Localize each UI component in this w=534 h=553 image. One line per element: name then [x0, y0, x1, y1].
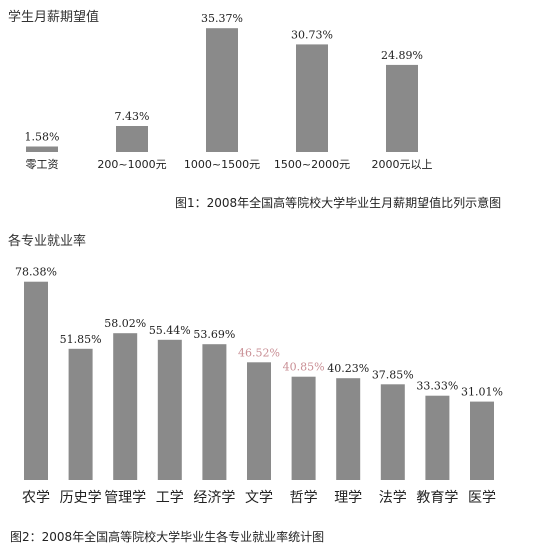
chart2-category-label-6: 哲学 — [290, 490, 318, 506]
chart1-category-label-4: 2000元以上 — [372, 158, 433, 171]
chart2-value-label-8: 37.85% — [372, 368, 414, 381]
chart1-caption: 图1：2008年全国高等院校大学毕业生月薪期望值比列示意图 — [175, 196, 502, 210]
chart1-value-label-0: 1.58% — [25, 131, 60, 144]
chart2-plot: 78.38% 农学 51.85% 历史学 58.02% 管理学 55.44% 工学 53.69%… — [15, 266, 503, 506]
chart1-category-label-2: 1000~1500元 — [184, 158, 260, 171]
chart2-value-label-0: 78.38% — [15, 266, 57, 279]
chart2-bar-4 — [202, 344, 227, 480]
employment-rate-chart: 各专业就业率 78.38% 农学 51.85% 历史学 58.02% 管理学 55.44% 工… — [0, 228, 534, 553]
chart2-category-label-8: 法学 — [379, 490, 407, 506]
chart1-bar-2 — [206, 28, 238, 153]
chart2-value-label-3: 55.44% — [149, 324, 191, 337]
chart1-value-label-3: 30.73% — [291, 28, 333, 41]
chart2-value-label-1: 51.85% — [60, 333, 102, 346]
chart1-value-label-1: 7.43% — [115, 110, 150, 123]
chart2-bar-9 — [425, 395, 450, 480]
chart2-value-label-9: 33.33% — [416, 380, 458, 393]
chart2-category-label-2: 管理学 — [104, 490, 146, 506]
chart2-category-label-5: 文学 — [245, 490, 273, 506]
chart2-bar-5 — [247, 362, 271, 480]
chart1-category-label-1: 200~1000元 — [97, 158, 166, 171]
chart1-bar-4 — [386, 64, 418, 152]
chart1-bar-1 — [116, 126, 148, 152]
chart2-bar-10 — [470, 401, 494, 480]
chart1-bar-3 — [296, 44, 328, 152]
chart2-bar-8 — [380, 384, 405, 480]
chart1-value-label-4: 24.89% — [381, 49, 423, 62]
chart2-bar-6 — [291, 376, 316, 480]
chart2-category-label-0: 农学 — [22, 490, 50, 506]
salary-expectation-chart: 学生月薪期望值 1.58% 零工资 7.43% 200~1000元 35.37% 1000… — [0, 0, 534, 228]
chart2-value-label-4: 53.69% — [193, 328, 235, 341]
chart2-value-label-7: 40.23% — [327, 362, 369, 375]
chart2-value-label-2: 58.02% — [104, 317, 146, 330]
chart2-bar-3 — [157, 339, 182, 480]
chart2-category-label-4: 经济学 — [193, 490, 235, 506]
chart2-ylabel: 各专业就业率 — [8, 234, 87, 249]
chart2-category-label-9: 教育学 — [416, 490, 458, 506]
chart2-value-label-6: 40.85% — [283, 361, 325, 374]
chart1-value-label-2: 35.37% — [201, 12, 243, 25]
chart2-bar-2 — [113, 333, 138, 480]
chart2-value-label-10: 31.01% — [461, 386, 503, 399]
chart2-category-label-7: 理学 — [334, 490, 362, 506]
chart1-ylabel: 学生月薪期望值 — [8, 10, 100, 25]
chart2-bar-1 — [68, 348, 93, 480]
chart1-category-label-3: 1500~2000元 — [274, 158, 350, 171]
chart2-bar-0 — [24, 281, 48, 480]
chart1-plot: 1.58% 零工资 7.43% 200~1000元 35.37% 1000~1500元 30… — [25, 12, 433, 171]
chart2-category-label-1: 历史学 — [60, 490, 102, 506]
chart2-value-label-5: 46.52% — [238, 346, 280, 359]
chart1-category-label-0: 零工资 — [26, 158, 59, 171]
chart2-category-label-10: 医学 — [468, 490, 496, 506]
chart2-caption: 图2：2008年全国高等院校大学毕业生各专业就业率统计图 — [10, 530, 325, 544]
chart2-bar-7 — [336, 378, 361, 480]
chart2-category-label-3: 工学 — [156, 490, 184, 506]
chart1-bar-0 — [26, 146, 58, 152]
